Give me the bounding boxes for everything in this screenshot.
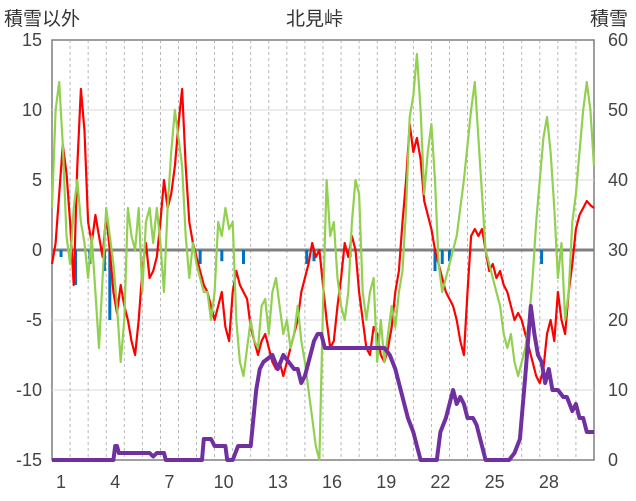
series-lines (50, 52, 596, 462)
left-axis-label: 積雪以外 (4, 8, 81, 30)
y-right-tick-label: 30 (608, 240, 628, 260)
y-left-tick-label: 15 (22, 30, 42, 50)
x-tick-label: 7 (164, 472, 174, 492)
grid (51, 39, 595, 461)
precip-bar (220, 250, 224, 262)
x-tick-label: 19 (376, 472, 396, 492)
x-tick-label: 22 (430, 472, 450, 492)
precip-bar (440, 250, 444, 264)
precip-bar (242, 250, 246, 264)
precip-bar (73, 250, 77, 285)
x-tick-label: 1 (56, 472, 66, 492)
precip-bars (59, 250, 544, 320)
axes: -15 -10 -5 0 5 10 15 0 10 20 30 40 50 60 1 4 7 10 13 16 19 22… (16, 30, 628, 492)
y-left-tick-label: 0 (32, 240, 42, 260)
x-tick-label: 4 (110, 472, 120, 492)
y-left-tick-label: -10 (16, 380, 42, 400)
y-left-tick-label: -15 (16, 450, 42, 470)
chart-title: 北見峠 (286, 8, 344, 30)
y-right-tick-label: 0 (608, 450, 618, 470)
series-wind (50, 52, 596, 462)
x-tick-label: 28 (539, 472, 559, 492)
y-left-tick-label: -5 (26, 310, 42, 330)
y-right-tick-label: 50 (608, 100, 628, 120)
precip-bar (59, 250, 63, 257)
y-right-tick-label: 40 (608, 170, 628, 190)
y-right-tick-label: 60 (608, 30, 628, 50)
precip-bar (447, 250, 451, 262)
y-right-tick-label: 10 (608, 380, 628, 400)
y-left-tick-label: 5 (32, 170, 42, 190)
y-right-tick-label: 20 (608, 310, 628, 330)
precip-bar (540, 250, 544, 264)
y-left-tick-label: 10 (22, 100, 42, 120)
x-tick-label: 13 (268, 472, 288, 492)
precip-bar (433, 250, 437, 271)
precip-bar (305, 250, 309, 264)
right-axis-label: 積雪 (590, 8, 629, 30)
precip-bar (108, 250, 112, 320)
x-tick-label: 10 (214, 472, 234, 492)
precip-bar (198, 250, 202, 264)
x-tick-label: 25 (485, 472, 505, 492)
precip-bar (312, 250, 316, 262)
series-snow (52, 304, 594, 462)
x-tick-label: 16 (322, 472, 342, 492)
